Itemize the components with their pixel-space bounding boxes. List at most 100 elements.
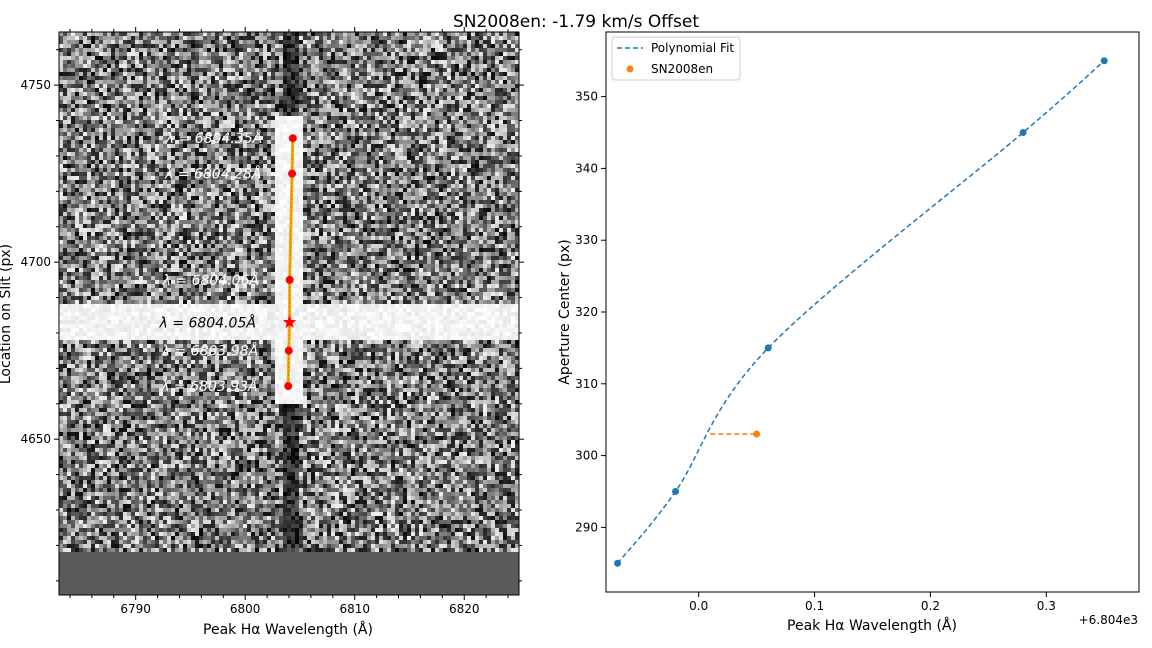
image-pixel xyxy=(423,80,427,84)
image-pixel xyxy=(311,112,315,116)
image-pixel xyxy=(343,84,347,88)
image-pixel xyxy=(411,84,415,88)
image-pixel xyxy=(63,92,67,96)
image-pixel xyxy=(231,192,235,196)
image-pixel xyxy=(307,164,311,168)
image-pixel xyxy=(71,204,75,208)
image-pixel xyxy=(283,164,287,168)
image-pixel xyxy=(155,60,159,64)
image-pixel xyxy=(163,76,167,80)
image-pixel xyxy=(363,88,367,92)
image-pixel xyxy=(103,112,107,116)
image-pixel xyxy=(399,196,403,200)
image-pixel xyxy=(455,44,459,48)
image-pixel xyxy=(463,36,467,40)
image-pixel xyxy=(263,132,267,136)
image-pixel xyxy=(211,144,215,148)
image-pixel xyxy=(379,112,383,116)
image-pixel xyxy=(463,72,467,76)
image-pixel xyxy=(87,156,91,160)
image-pixel xyxy=(439,80,443,84)
image-pixel xyxy=(155,32,159,36)
image-pixel xyxy=(219,108,223,112)
image-pixel xyxy=(103,164,107,168)
image-pixel xyxy=(199,156,203,160)
image-pixel xyxy=(215,72,219,76)
image-pixel xyxy=(471,84,475,88)
image-pixel xyxy=(191,84,195,88)
image-pixel xyxy=(291,120,295,124)
image-pixel xyxy=(279,188,283,192)
image-pixel xyxy=(507,52,511,56)
image-pixel xyxy=(419,104,423,108)
image-pixel xyxy=(59,32,63,36)
image-pixel xyxy=(263,60,267,64)
image-pixel xyxy=(507,140,511,144)
image-pixel xyxy=(411,68,415,72)
image-pixel xyxy=(311,200,315,204)
image-pixel xyxy=(387,92,391,96)
image-pixel xyxy=(475,168,479,172)
image-pixel xyxy=(475,120,479,124)
image-pixel xyxy=(79,40,83,44)
image-pixel xyxy=(207,60,211,64)
image-pixel xyxy=(299,76,303,80)
image-pixel xyxy=(243,64,247,68)
image-pixel xyxy=(367,64,371,68)
image-pixel xyxy=(187,176,191,180)
image-pixel xyxy=(115,68,119,72)
image-pixel xyxy=(415,156,419,160)
image-pixel xyxy=(419,80,423,84)
image-pixel xyxy=(447,76,451,80)
image-pixel xyxy=(151,176,155,180)
image-pixel xyxy=(427,160,431,164)
image-pixel xyxy=(83,48,87,52)
image-pixel xyxy=(231,172,235,176)
image-pixel xyxy=(495,148,499,152)
image-pixel xyxy=(507,112,511,116)
image-pixel xyxy=(511,72,515,76)
image-pixel xyxy=(371,92,375,96)
image-pixel xyxy=(143,136,147,140)
image-pixel xyxy=(199,128,203,132)
image-pixel xyxy=(407,176,411,180)
image-pixel xyxy=(411,32,415,36)
image-pixel xyxy=(95,148,99,152)
image-pixel xyxy=(195,44,199,48)
image-pixel xyxy=(283,200,287,204)
image-pixel xyxy=(395,68,399,72)
image-pixel xyxy=(303,80,307,84)
image-pixel xyxy=(415,144,419,148)
image-pixel xyxy=(67,180,71,184)
image-pixel xyxy=(479,32,483,36)
image-pixel xyxy=(319,100,323,104)
image-pixel xyxy=(91,40,95,44)
image-pixel xyxy=(331,156,335,160)
image-pixel xyxy=(435,156,439,160)
image-pixel xyxy=(455,132,459,136)
image-pixel xyxy=(103,72,107,76)
image-pixel xyxy=(79,56,83,60)
image-pixel xyxy=(255,164,259,168)
image-pixel xyxy=(315,36,319,40)
image-pixel xyxy=(235,68,239,72)
image-pixel xyxy=(335,44,339,48)
image-pixel xyxy=(67,148,71,152)
image-pixel xyxy=(483,32,487,36)
image-pixel xyxy=(459,52,463,56)
image-pixel xyxy=(259,52,263,56)
image-pixel xyxy=(287,200,291,204)
image-pixel xyxy=(411,140,415,144)
image-pixel xyxy=(247,188,251,192)
image-pixel xyxy=(475,200,479,204)
image-pixel xyxy=(347,132,351,136)
image-pixel xyxy=(131,40,135,44)
image-pixel xyxy=(79,88,83,92)
image-pixel xyxy=(327,128,331,132)
image-pixel xyxy=(371,116,375,120)
image-pixel xyxy=(227,76,231,80)
image-pixel xyxy=(211,68,215,72)
image-pixel xyxy=(323,196,327,200)
image-pixel xyxy=(463,164,467,168)
